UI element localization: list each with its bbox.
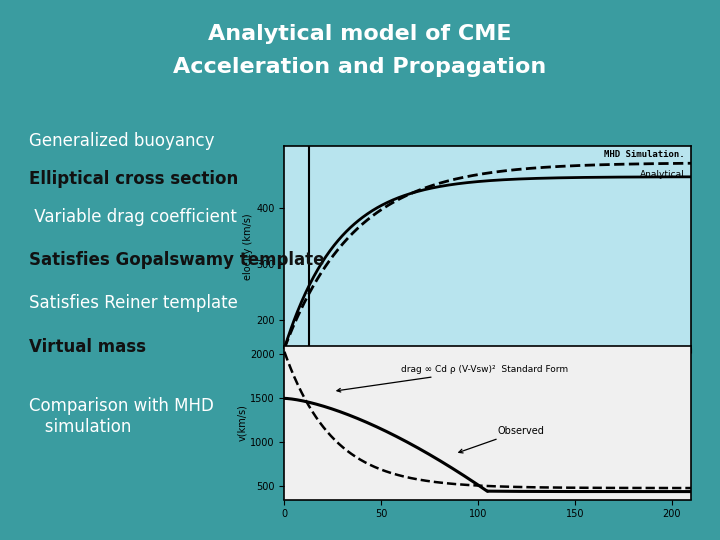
- Text: Comparison with MHD
   simulation: Comparison with MHD simulation: [29, 397, 214, 436]
- Text: Virtual mass: Virtual mass: [29, 338, 145, 355]
- Y-axis label: v(km/s): v(km/s): [238, 404, 247, 441]
- Text: Analytical model of CME: Analytical model of CME: [208, 24, 512, 44]
- Text: Elliptical cross section: Elliptical cross section: [29, 170, 238, 188]
- Text: Acceleration and Propagation: Acceleration and Propagation: [174, 57, 546, 77]
- Text: Generalized buoyancy: Generalized buoyancy: [29, 132, 215, 150]
- Text: Satisfies Reiner template: Satisfies Reiner template: [29, 294, 238, 312]
- Text: Observed: Observed: [459, 426, 544, 453]
- Text: MHD Simulation.: MHD Simulation.: [604, 150, 685, 159]
- Text: drag ∞ Cd ρ (V-Vsw)²  Standard Form: drag ∞ Cd ρ (V-Vsw)² Standard Form: [337, 365, 568, 392]
- Text: Variable drag coefficient: Variable drag coefficient: [29, 208, 237, 226]
- Y-axis label: elocity (km/s): elocity (km/s): [243, 214, 253, 280]
- Text: Satisfies Gopalswamy template: Satisfies Gopalswamy template: [29, 251, 324, 269]
- Text: Analytical: Analytical: [639, 170, 685, 179]
